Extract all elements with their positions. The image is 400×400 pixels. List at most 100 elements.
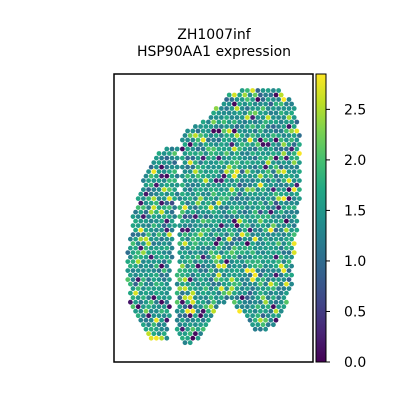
spot-point xyxy=(127,254,133,260)
spot-point xyxy=(133,263,139,269)
spot-point xyxy=(211,155,217,161)
spot-point xyxy=(182,214,188,220)
spot-point xyxy=(224,106,230,111)
spot-point xyxy=(151,223,157,229)
spot-point xyxy=(169,200,175,206)
spot-point xyxy=(208,160,214,166)
spot-point xyxy=(203,151,209,156)
spot-point xyxy=(284,155,289,161)
spot-point xyxy=(198,295,204,301)
spot-point xyxy=(182,340,188,346)
spot-point xyxy=(161,187,167,193)
spot-point xyxy=(146,304,152,310)
spot-point xyxy=(255,214,261,220)
spot-point xyxy=(167,250,172,256)
spot-point xyxy=(200,155,206,161)
spot-point xyxy=(167,196,172,202)
chart-title-line1: ZH1007inf xyxy=(177,27,252,43)
spot-point xyxy=(273,299,279,305)
spot-point xyxy=(135,259,141,264)
spot-layer xyxy=(125,88,302,346)
spot-point xyxy=(265,250,271,256)
spot-point xyxy=(268,218,274,224)
spot-point xyxy=(268,128,274,134)
spot-point xyxy=(271,241,276,247)
spot-point xyxy=(146,205,152,211)
spot-point xyxy=(200,236,206,242)
spot-point xyxy=(203,295,209,301)
spot-point xyxy=(278,182,284,188)
spot-point xyxy=(161,169,167,175)
spot-point xyxy=(177,205,183,211)
spot-point xyxy=(127,281,133,287)
spot-point xyxy=(278,245,284,251)
spot-point xyxy=(148,317,154,323)
spot-point xyxy=(198,250,204,256)
spot-point xyxy=(281,196,287,202)
spot-point xyxy=(260,124,266,129)
spot-point xyxy=(224,250,230,256)
spot-point xyxy=(156,187,162,193)
spot-point xyxy=(247,317,253,323)
spot-point xyxy=(135,295,141,301)
spot-point xyxy=(245,268,250,273)
spot-point xyxy=(200,326,206,332)
spot-point xyxy=(187,277,193,282)
spot-point xyxy=(193,178,198,184)
spot-point xyxy=(198,142,204,147)
spot-point xyxy=(133,299,139,305)
spot-point xyxy=(258,146,263,152)
spot-point xyxy=(211,299,217,305)
spot-point xyxy=(182,133,188,138)
spot-point xyxy=(245,223,250,229)
spot-point xyxy=(289,254,294,260)
spot-point xyxy=(297,187,302,193)
spot-point xyxy=(281,268,287,273)
spot-point xyxy=(284,245,289,251)
spot-point xyxy=(164,227,170,233)
spot-point xyxy=(271,133,276,138)
spot-point xyxy=(232,272,237,278)
spot-point xyxy=(219,142,224,147)
spot-point xyxy=(180,236,185,242)
spot-point xyxy=(138,218,144,224)
spot-point xyxy=(206,272,211,278)
colorbar-tick-label: 0.5 xyxy=(344,304,366,320)
spot-point xyxy=(226,200,232,206)
spot-point xyxy=(278,263,284,269)
spot-point xyxy=(252,182,258,188)
spot-point xyxy=(187,313,193,319)
spot-point xyxy=(159,290,165,296)
spot-point xyxy=(187,187,193,193)
spot-point xyxy=(156,178,162,184)
spot-point xyxy=(245,106,250,111)
spot-point xyxy=(234,250,240,256)
spot-point xyxy=(263,146,268,152)
spot-point xyxy=(146,295,152,301)
spot-point xyxy=(247,200,253,206)
spot-point xyxy=(271,97,276,102)
spot-point xyxy=(237,119,243,125)
spot-point xyxy=(143,173,149,179)
spot-point xyxy=(252,92,258,98)
spot-point xyxy=(148,227,154,233)
spot-point xyxy=(294,164,300,170)
spot-point xyxy=(185,146,191,152)
spot-point xyxy=(239,214,245,220)
spot-point xyxy=(219,214,224,220)
spot-point xyxy=(258,281,263,287)
spot-point xyxy=(250,142,256,147)
spot-point xyxy=(265,124,271,129)
spot-point xyxy=(224,178,230,184)
spot-point xyxy=(237,227,243,233)
spot-point xyxy=(291,223,297,229)
spot-point xyxy=(135,223,141,229)
spot-point xyxy=(260,322,266,328)
spot-point xyxy=(216,137,222,143)
spot-point xyxy=(276,232,281,238)
spot-point xyxy=(289,200,294,206)
spot-point xyxy=(177,277,183,282)
spot-point xyxy=(224,214,230,220)
spot-point xyxy=(260,196,266,202)
spot-point xyxy=(247,182,253,188)
